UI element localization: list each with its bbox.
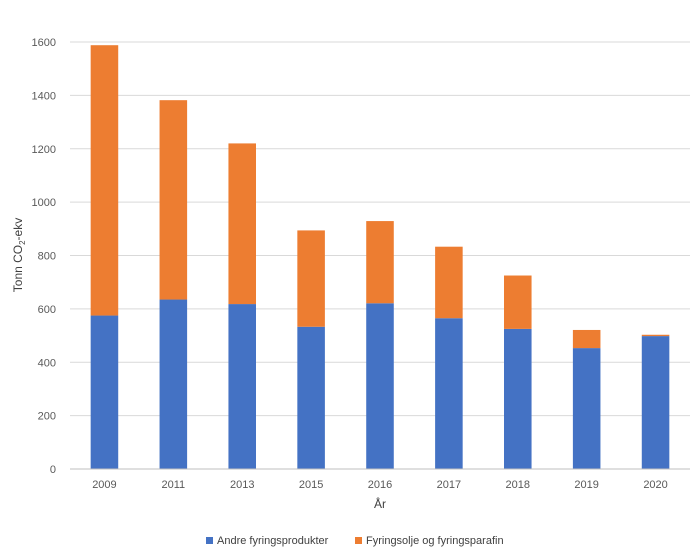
y-axis-title-subscript: 2	[18, 240, 27, 245]
y-tick-label: 1200	[32, 144, 56, 156]
bar-segment	[641, 334, 670, 337]
bar-segment	[228, 304, 256, 469]
x-axis-title: År	[374, 496, 386, 511]
x-tick-label: 2018	[506, 479, 530, 491]
y-axis-title: Tonn CO2-ekv	[11, 218, 27, 292]
bar-segment	[228, 143, 256, 305]
bar-segment	[366, 221, 394, 304]
y-tick-label: 400	[38, 357, 56, 369]
y-axis-title-suffix: -ekv	[11, 218, 25, 241]
y-tick-label: 0	[50, 464, 56, 476]
legend-swatch	[206, 537, 213, 544]
bar-segment	[435, 318, 463, 469]
legend-label: Fyringsolje og fyringsparafin	[366, 535, 504, 547]
y-tick-label: 1000	[32, 197, 56, 209]
bar-segment	[297, 326, 325, 469]
bar-segment	[366, 303, 394, 469]
x-tick-label: 2011	[162, 479, 186, 491]
bar-segment	[159, 299, 188, 469]
y-tick-label: 800	[38, 251, 56, 263]
x-tick-label: 2020	[643, 479, 667, 491]
bar-segment	[572, 348, 601, 469]
x-tick-label: 2019	[574, 479, 598, 491]
legend-label: Andre fyringsprodukter	[217, 535, 329, 547]
y-tick-label: 1600	[32, 37, 56, 49]
legend: Andre fyringsprodukter Fyringsolje og fyr…	[206, 535, 504, 547]
bar-segment	[159, 100, 188, 300]
x-tick-label: 2009	[92, 479, 116, 491]
bar-segment	[435, 246, 463, 319]
bars	[90, 45, 670, 469]
y-axis-title-main: Tonn CO	[11, 245, 25, 292]
axes: 0 200 400 600 800 1000 1200 1400 1600 2009 2011 201…	[32, 37, 690, 491]
bar-segment	[90, 45, 119, 316]
y-tick-label: 200	[38, 411, 56, 423]
bar-segment	[504, 275, 532, 329]
bar-segment	[504, 328, 532, 469]
x-tick-label: 2015	[299, 479, 323, 491]
bar-segment	[297, 230, 325, 327]
bar-segment	[641, 336, 670, 469]
legend-swatch	[355, 537, 362, 544]
x-tick-label: 2016	[368, 479, 392, 491]
x-tick-label: 2017	[437, 479, 461, 491]
x-tick-label: 2013	[230, 479, 254, 491]
bar-segment	[90, 315, 119, 469]
bar-segment	[572, 329, 601, 349]
y-tick-label: 600	[38, 304, 56, 316]
y-tick-label: 1400	[32, 90, 56, 102]
